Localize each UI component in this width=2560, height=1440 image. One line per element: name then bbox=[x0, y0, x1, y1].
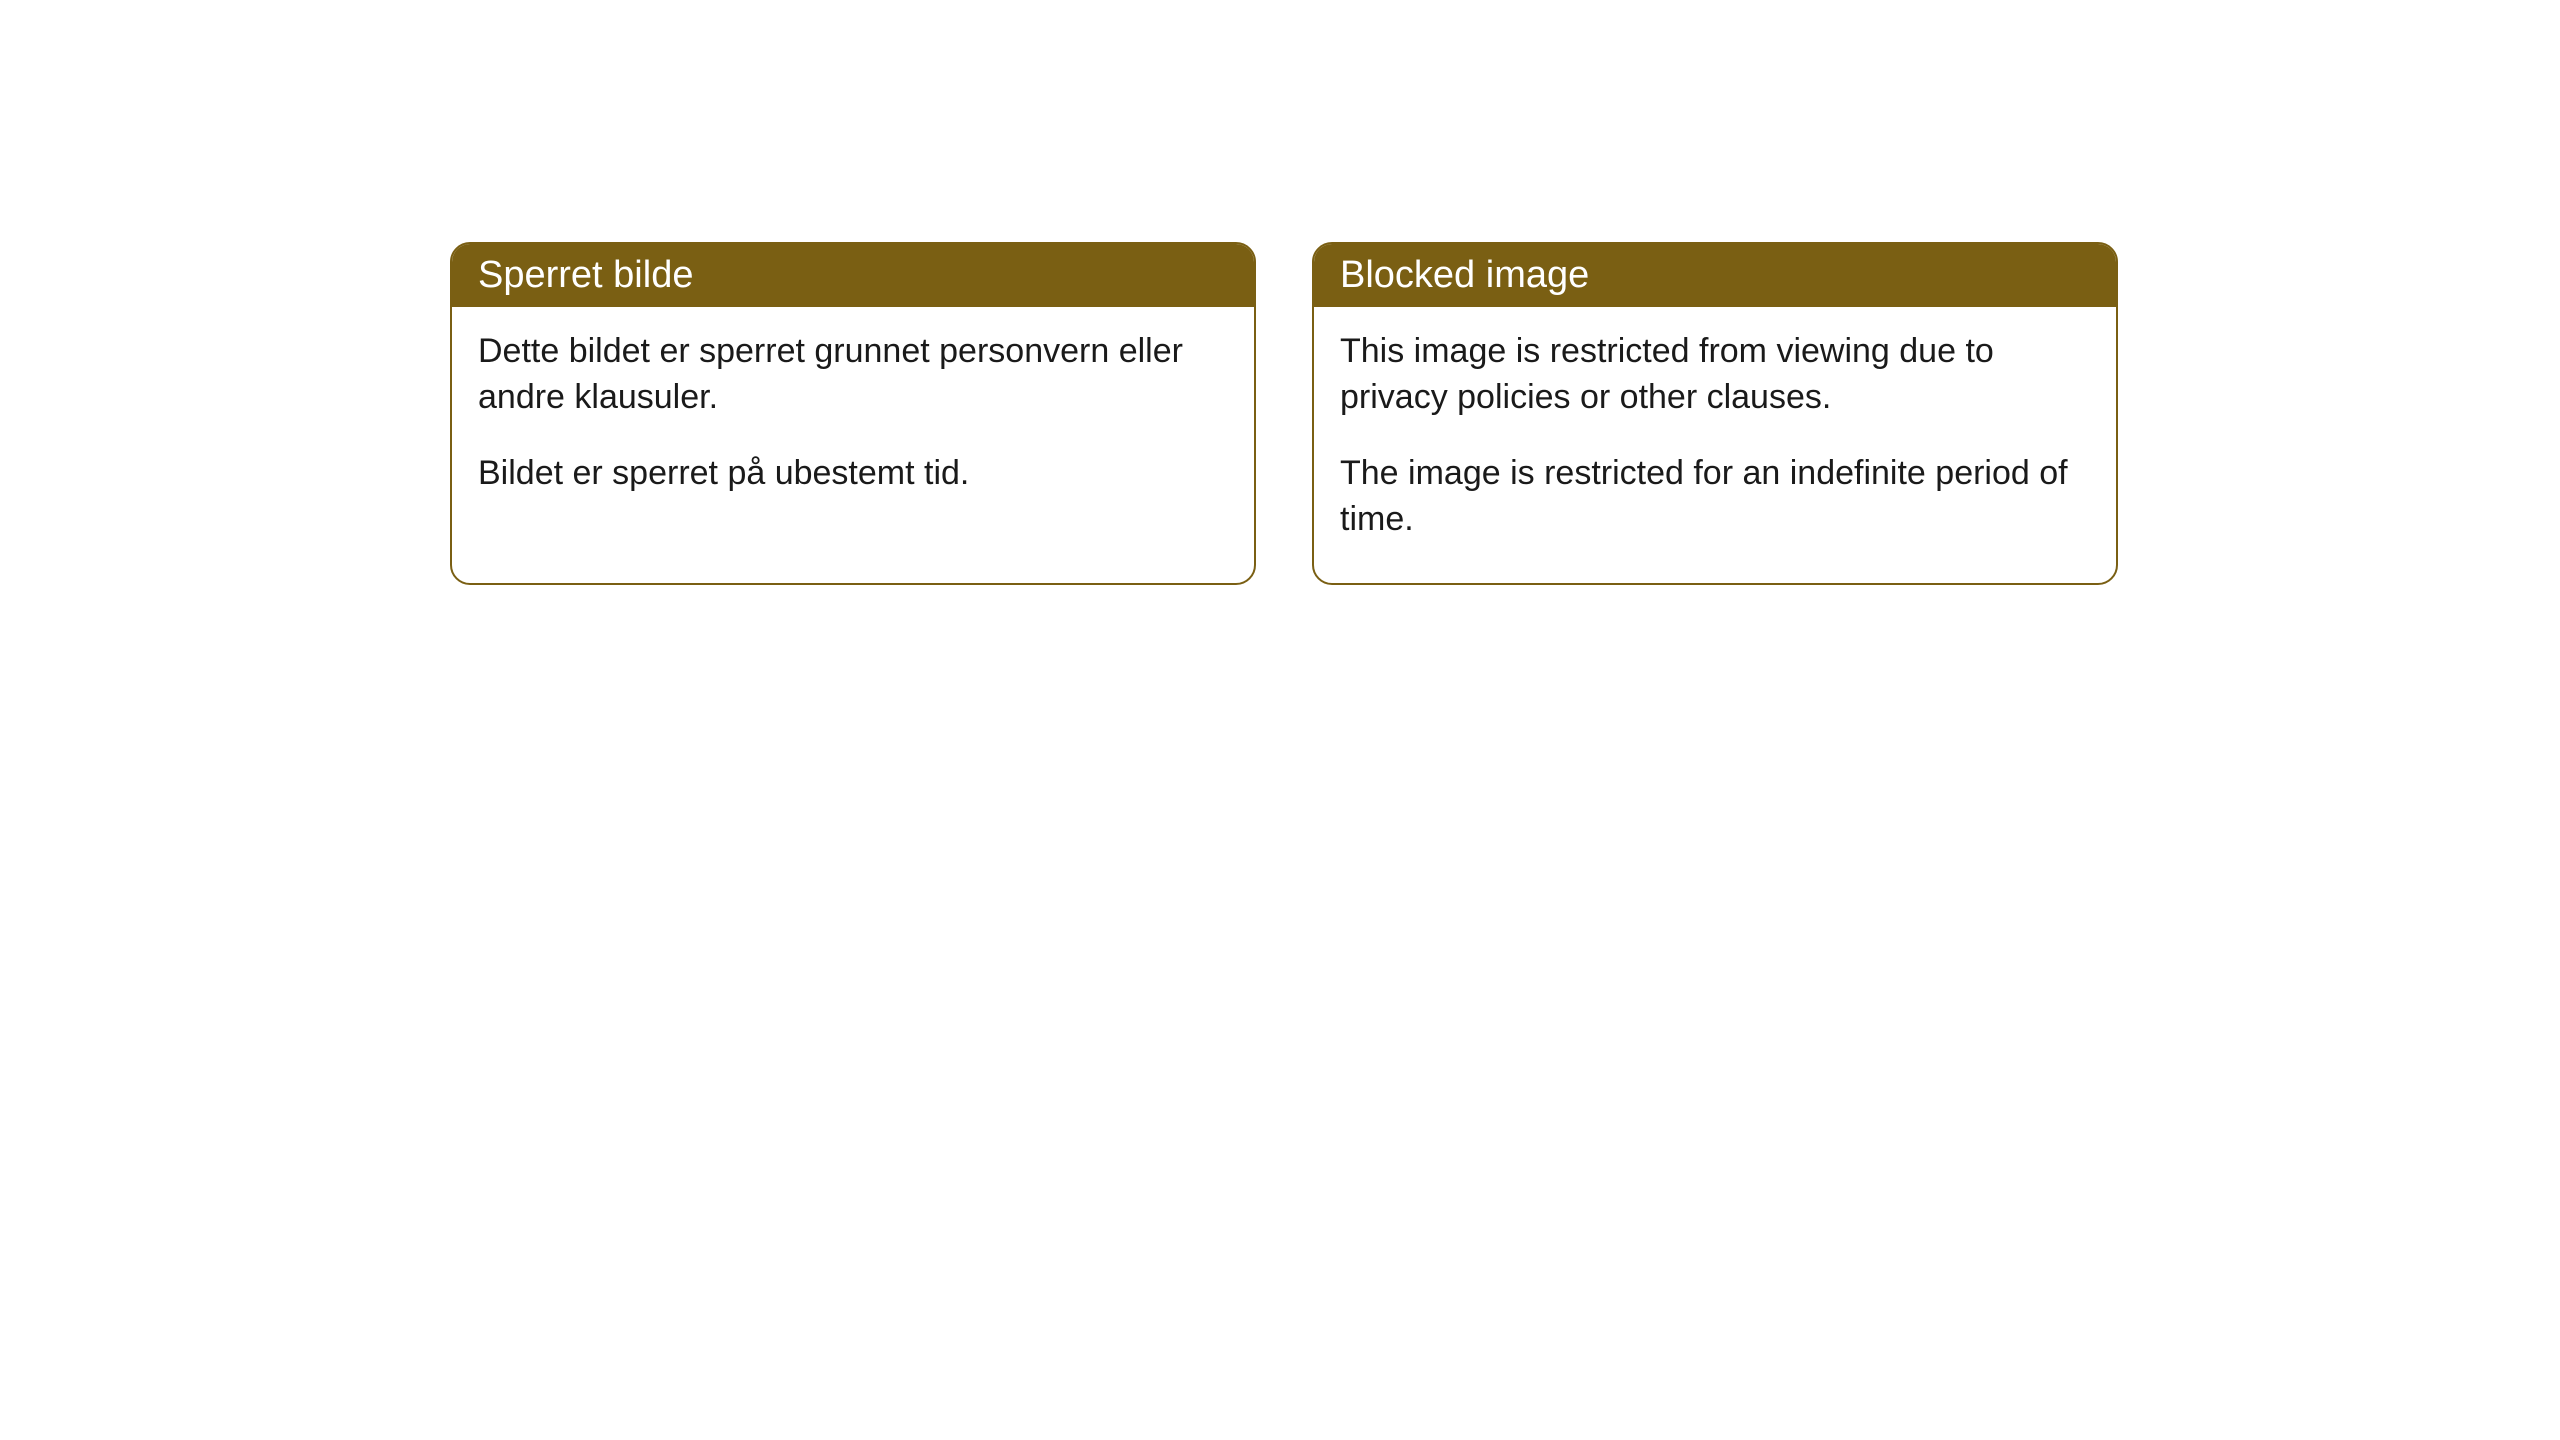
card-body-norwegian: Dette bildet er sperret grunnet personve… bbox=[452, 307, 1254, 537]
card-paragraph: Dette bildet er sperret grunnet personve… bbox=[478, 329, 1228, 421]
card-english: Blocked image This image is restricted f… bbox=[1312, 242, 2118, 585]
card-norwegian: Sperret bilde Dette bildet er sperret gr… bbox=[450, 242, 1256, 585]
card-paragraph: The image is restricted for an indefinit… bbox=[1340, 451, 2090, 543]
card-paragraph: Bildet er sperret på ubestemt tid. bbox=[478, 451, 1228, 497]
card-paragraph: This image is restricted from viewing du… bbox=[1340, 329, 2090, 421]
card-header-english: Blocked image bbox=[1314, 244, 2116, 307]
card-header-norwegian: Sperret bilde bbox=[452, 244, 1254, 307]
card-body-english: This image is restricted from viewing du… bbox=[1314, 307, 2116, 583]
cards-container: Sperret bilde Dette bildet er sperret gr… bbox=[450, 242, 2118, 585]
